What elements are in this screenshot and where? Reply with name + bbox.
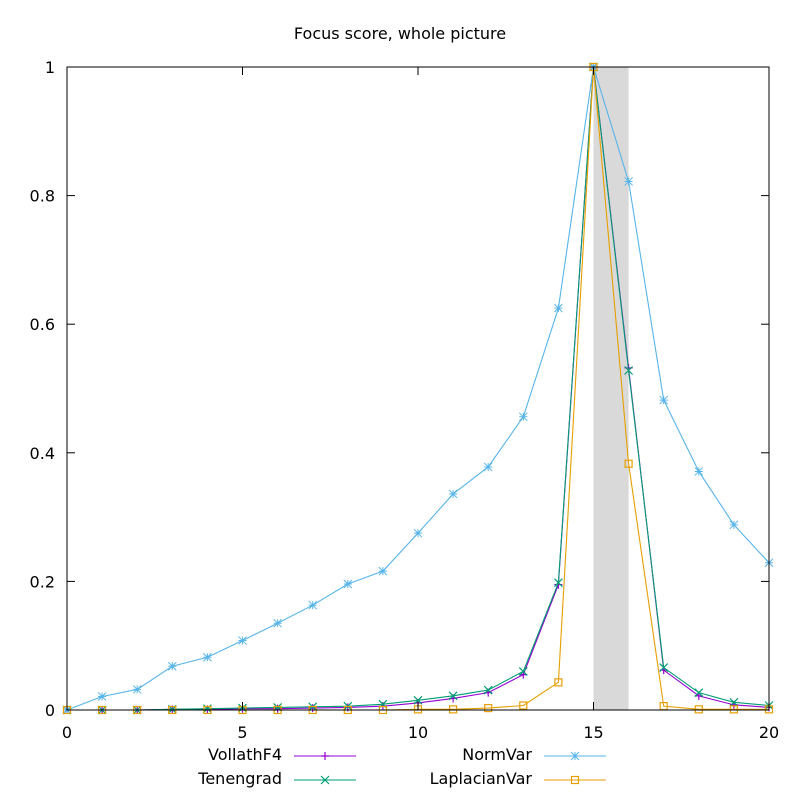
y-tick-label: 0.4 bbox=[30, 444, 55, 463]
legend-marker-laplacianvar bbox=[570, 775, 580, 785]
x-tick-label: 10 bbox=[408, 723, 428, 742]
data-point-normvar bbox=[518, 412, 528, 422]
y-tick-label: 0.8 bbox=[30, 187, 55, 206]
data-point-normvar bbox=[624, 177, 633, 186]
legend-swatch-laplacianvar bbox=[544, 775, 606, 785]
data-point-normvar bbox=[343, 579, 353, 589]
x-tick-label: 20 bbox=[759, 723, 779, 742]
data-point-laplacianvar bbox=[694, 705, 703, 714]
data-point-normvar bbox=[659, 395, 669, 405]
y-tick-label: 0.6 bbox=[30, 315, 55, 334]
legend-item-laplacianvar: LaplacianVar bbox=[0, 769, 610, 791]
plot-frame bbox=[66, 66, 770, 711]
data-point-tenengrad bbox=[413, 695, 423, 705]
data-point-normvar bbox=[378, 566, 388, 576]
data-point-normvar bbox=[483, 462, 493, 472]
data-point-normvar bbox=[448, 489, 458, 499]
data-point-tenengrad bbox=[659, 663, 669, 672]
data-point-vollathf4 bbox=[308, 704, 317, 713]
x-tick-label: 15 bbox=[583, 723, 603, 742]
legend: VollathF4 Tenengrad NormVar LaplacianVar bbox=[0, 745, 800, 795]
data-point-normvar bbox=[694, 467, 704, 476]
data-point-normvar bbox=[308, 600, 318, 610]
data-point-tenengrad bbox=[624, 366, 634, 375]
legend-marker-vollathf4 bbox=[321, 752, 329, 760]
data-point-tenengrad bbox=[518, 666, 528, 676]
data-point-normvar bbox=[167, 661, 177, 671]
legend-swatch-normvar bbox=[544, 751, 606, 761]
data-point-normvar bbox=[203, 652, 212, 662]
x-tick-label: 0 bbox=[62, 723, 72, 742]
legend-marker-tenengrad bbox=[320, 775, 330, 785]
data-point-tenengrad bbox=[729, 697, 739, 707]
data-point-tenengrad bbox=[694, 688, 704, 698]
legend-label-vollathf4: VollathF4 bbox=[208, 745, 282, 764]
legend-marker-normvar bbox=[570, 751, 580, 761]
legend-item-normvar: NormVar bbox=[0, 745, 610, 767]
legend-label-normvar: NormVar bbox=[462, 745, 532, 764]
legend-item-tenengrad: Tenengrad bbox=[0, 769, 360, 791]
x-tick-label: 5 bbox=[237, 723, 247, 742]
data-point-normvar bbox=[729, 520, 739, 530]
series-laplacianvar bbox=[62, 62, 774, 715]
chart-title: Focus score, whole picture bbox=[293, 24, 507, 43]
data-point-normvar bbox=[413, 528, 423, 538]
series-tenengrad bbox=[62, 62, 774, 715]
data-point-normvar bbox=[132, 685, 142, 694]
data-point-laplacianvar bbox=[519, 701, 528, 710]
series-line-laplacianvar bbox=[67, 66, 769, 711]
legend-label-laplacianvar: LaplacianVar bbox=[429, 769, 532, 788]
y-tick-label: 0.2 bbox=[30, 572, 55, 591]
y-tick-label: 0 bbox=[45, 701, 55, 720]
highlight-band bbox=[593, 67, 629, 710]
y-tick-label: 1 bbox=[45, 58, 55, 77]
data-point-laplacianvar bbox=[729, 705, 739, 714]
series-line-normvar bbox=[66, 66, 770, 711]
legend-item-vollathf4: VollathF4 bbox=[0, 745, 360, 767]
legend-label-tenengrad: Tenengrad bbox=[198, 769, 282, 788]
data-point-tenengrad bbox=[448, 691, 458, 701]
series-vollathf4 bbox=[63, 63, 773, 714]
data-point-normvar bbox=[238, 636, 247, 645]
data-point-tenengrad bbox=[553, 578, 563, 588]
series-line-vollathf4 bbox=[67, 66, 770, 711]
data-point-laplacianvar bbox=[484, 703, 493, 713]
data-point-laplacianvar bbox=[624, 459, 633, 468]
legend-swatch-tenengrad bbox=[294, 775, 356, 785]
data-point-normvar bbox=[554, 303, 563, 313]
data-point-normvar bbox=[97, 692, 107, 701]
series-normvar bbox=[62, 62, 774, 715]
series-line-tenengrad bbox=[67, 66, 770, 711]
data-point-laplacianvar bbox=[449, 705, 458, 714]
legend-swatch-vollathf4 bbox=[294, 752, 356, 760]
data-point-tenengrad bbox=[483, 685, 493, 695]
data-point-normvar bbox=[273, 618, 282, 628]
data-point-laplacianvar bbox=[554, 678, 563, 687]
